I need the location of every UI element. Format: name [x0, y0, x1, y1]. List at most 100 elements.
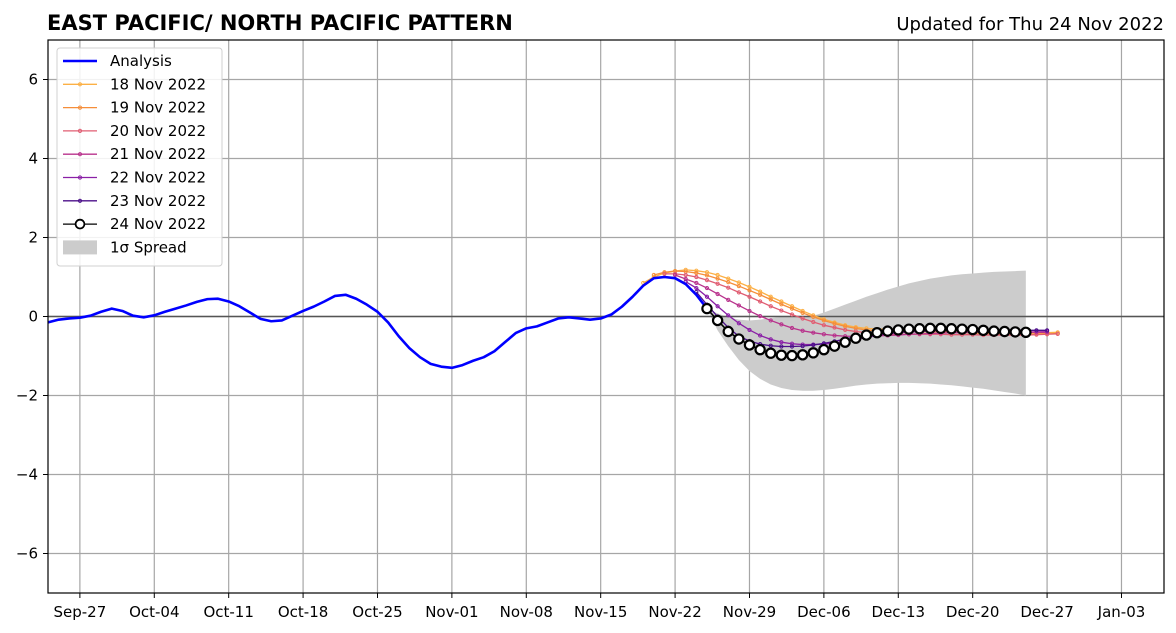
- legend-label: Analysis: [110, 52, 172, 70]
- x-tick-label: Nov-08: [500, 603, 553, 621]
- forecast-point: [768, 337, 773, 342]
- forecast-point: [779, 344, 784, 349]
- forecast-point: [789, 325, 795, 331]
- forecast-point: [832, 321, 837, 326]
- forecast-point: [704, 278, 710, 283]
- legend-label: 21 Nov 2022: [110, 145, 206, 163]
- forecast-point: [800, 344, 805, 349]
- x-tick-label: Oct-04: [129, 603, 179, 621]
- latest-forecast-point: [754, 343, 766, 356]
- forecast-point: [715, 304, 720, 309]
- latest-forecast-point: [956, 323, 968, 335]
- latest-forecast-point: [998, 325, 1011, 338]
- forecast-point: [704, 273, 710, 278]
- x-tick-label: Dec-27: [1020, 603, 1074, 621]
- y-tick-label: 2: [28, 229, 38, 247]
- forecast-point: [726, 297, 731, 303]
- latest-forecast-point: [765, 347, 777, 359]
- forecast-point: [811, 330, 816, 335]
- latest-forecast-point: [743, 339, 756, 351]
- legend-label: 1σ Spread: [110, 238, 187, 256]
- legend-swatch-marker: [77, 175, 83, 180]
- forecast-point: [683, 272, 688, 278]
- forecast-point: [768, 297, 773, 302]
- legend: Analysis 18 Nov 2022 19 Nov 2022 20 Nov 202…: [56, 47, 223, 267]
- latest-forecast-point: [775, 349, 788, 361]
- forecast-point: [694, 270, 699, 276]
- latest-forecast-point: [881, 325, 894, 337]
- chart-subtitle: Updated for Thu 24 Nov 2022: [896, 14, 1164, 35]
- forecast-point: [811, 314, 816, 319]
- forecast-point: [704, 294, 710, 299]
- forecast-point: [747, 327, 752, 333]
- forecast-point: [789, 344, 795, 349]
- x-tick-label: Jan-03: [1097, 603, 1146, 621]
- forecast-point: [726, 285, 731, 290]
- forecast-point: [758, 314, 763, 319]
- forecast-point: [747, 308, 752, 314]
- forecast-point: [694, 280, 699, 286]
- forecast-point: [768, 304, 773, 309]
- legend-swatch-marker: [77, 128, 83, 133]
- forecast-point: [736, 303, 741, 308]
- legend-label: 23 Nov 2022: [110, 192, 206, 210]
- forecast-point: [768, 318, 773, 323]
- x-tick-label: Nov-22: [648, 603, 701, 621]
- forecast-point: [694, 285, 699, 291]
- latest-forecast-point: [711, 314, 724, 327]
- forecast-point: [736, 283, 741, 289]
- forecast-point: [715, 281, 720, 286]
- legend-swatch-marker: [77, 152, 83, 157]
- forecast-point: [694, 274, 699, 280]
- x-tick-label: Dec-20: [946, 603, 1000, 621]
- latest-forecast-point: [913, 323, 926, 335]
- forecast-point: [821, 323, 826, 328]
- y-tick-label: −6: [16, 545, 38, 563]
- latest-forecast-point: [701, 302, 713, 315]
- forecast-point: [832, 325, 837, 330]
- plot-frame: [47, 39, 1165, 594]
- legend-label: 22 Nov 2022: [110, 169, 206, 187]
- chart-title: EAST PACIFIC/ NORTH PACIFIC PATTERN: [47, 11, 513, 35]
- axes: Sep-27 Oct-04 Oct-11 Oct-18 Oct-25 Nov-01 Nov-…: [16, 39, 1165, 621]
- forecast-point: [726, 280, 731, 285]
- y-tick-label: 0: [28, 308, 38, 326]
- latest-forecast-point: [722, 325, 734, 338]
- forecast-point: [779, 322, 784, 327]
- latest-forecast-point: [1009, 326, 1021, 338]
- forecast-point: [758, 333, 763, 338]
- forecast-point: [715, 291, 720, 297]
- forecast-point: [1044, 328, 1050, 333]
- forecast-point: [779, 308, 784, 313]
- forecast-point: [789, 304, 795, 309]
- forecast-point: [651, 272, 656, 278]
- x-tick-label: Dec-13: [872, 603, 926, 621]
- forecast-point: [800, 328, 805, 333]
- latest-forecast-point: [839, 336, 851, 348]
- latest-forecast-point: [945, 323, 958, 335]
- legend-swatch-marker: [74, 218, 86, 230]
- latest-forecast-point: [966, 323, 979, 336]
- forecast-point: [789, 312, 795, 317]
- legend-swatch-marker: [77, 82, 83, 87]
- legend-label: 18 Nov 2022: [110, 75, 206, 93]
- latest-forecast-point: [828, 340, 841, 352]
- latest-forecast-point: [903, 323, 915, 335]
- forecast-point: [843, 327, 848, 333]
- x-tick-label: Oct-18: [278, 603, 328, 621]
- latest-forecast-point: [818, 343, 830, 356]
- forecast-point: [779, 340, 784, 345]
- forecast-point: [736, 321, 741, 326]
- legend-swatch-marker: [77, 198, 83, 203]
- x-tick-label: Oct-11: [203, 603, 253, 621]
- forecast-point: [821, 318, 826, 323]
- x-tick-label: Sep-27: [53, 603, 106, 621]
- forecast-point: [1034, 332, 1039, 337]
- forecast-point: [789, 306, 795, 311]
- legend-label: 24 Nov 2022: [110, 215, 206, 233]
- latest-forecast-point: [796, 349, 809, 361]
- latest-forecast-point: [871, 326, 883, 339]
- latest-forecast-point: [977, 324, 990, 337]
- forecast-point: [779, 302, 784, 307]
- forecast-point: [662, 271, 667, 276]
